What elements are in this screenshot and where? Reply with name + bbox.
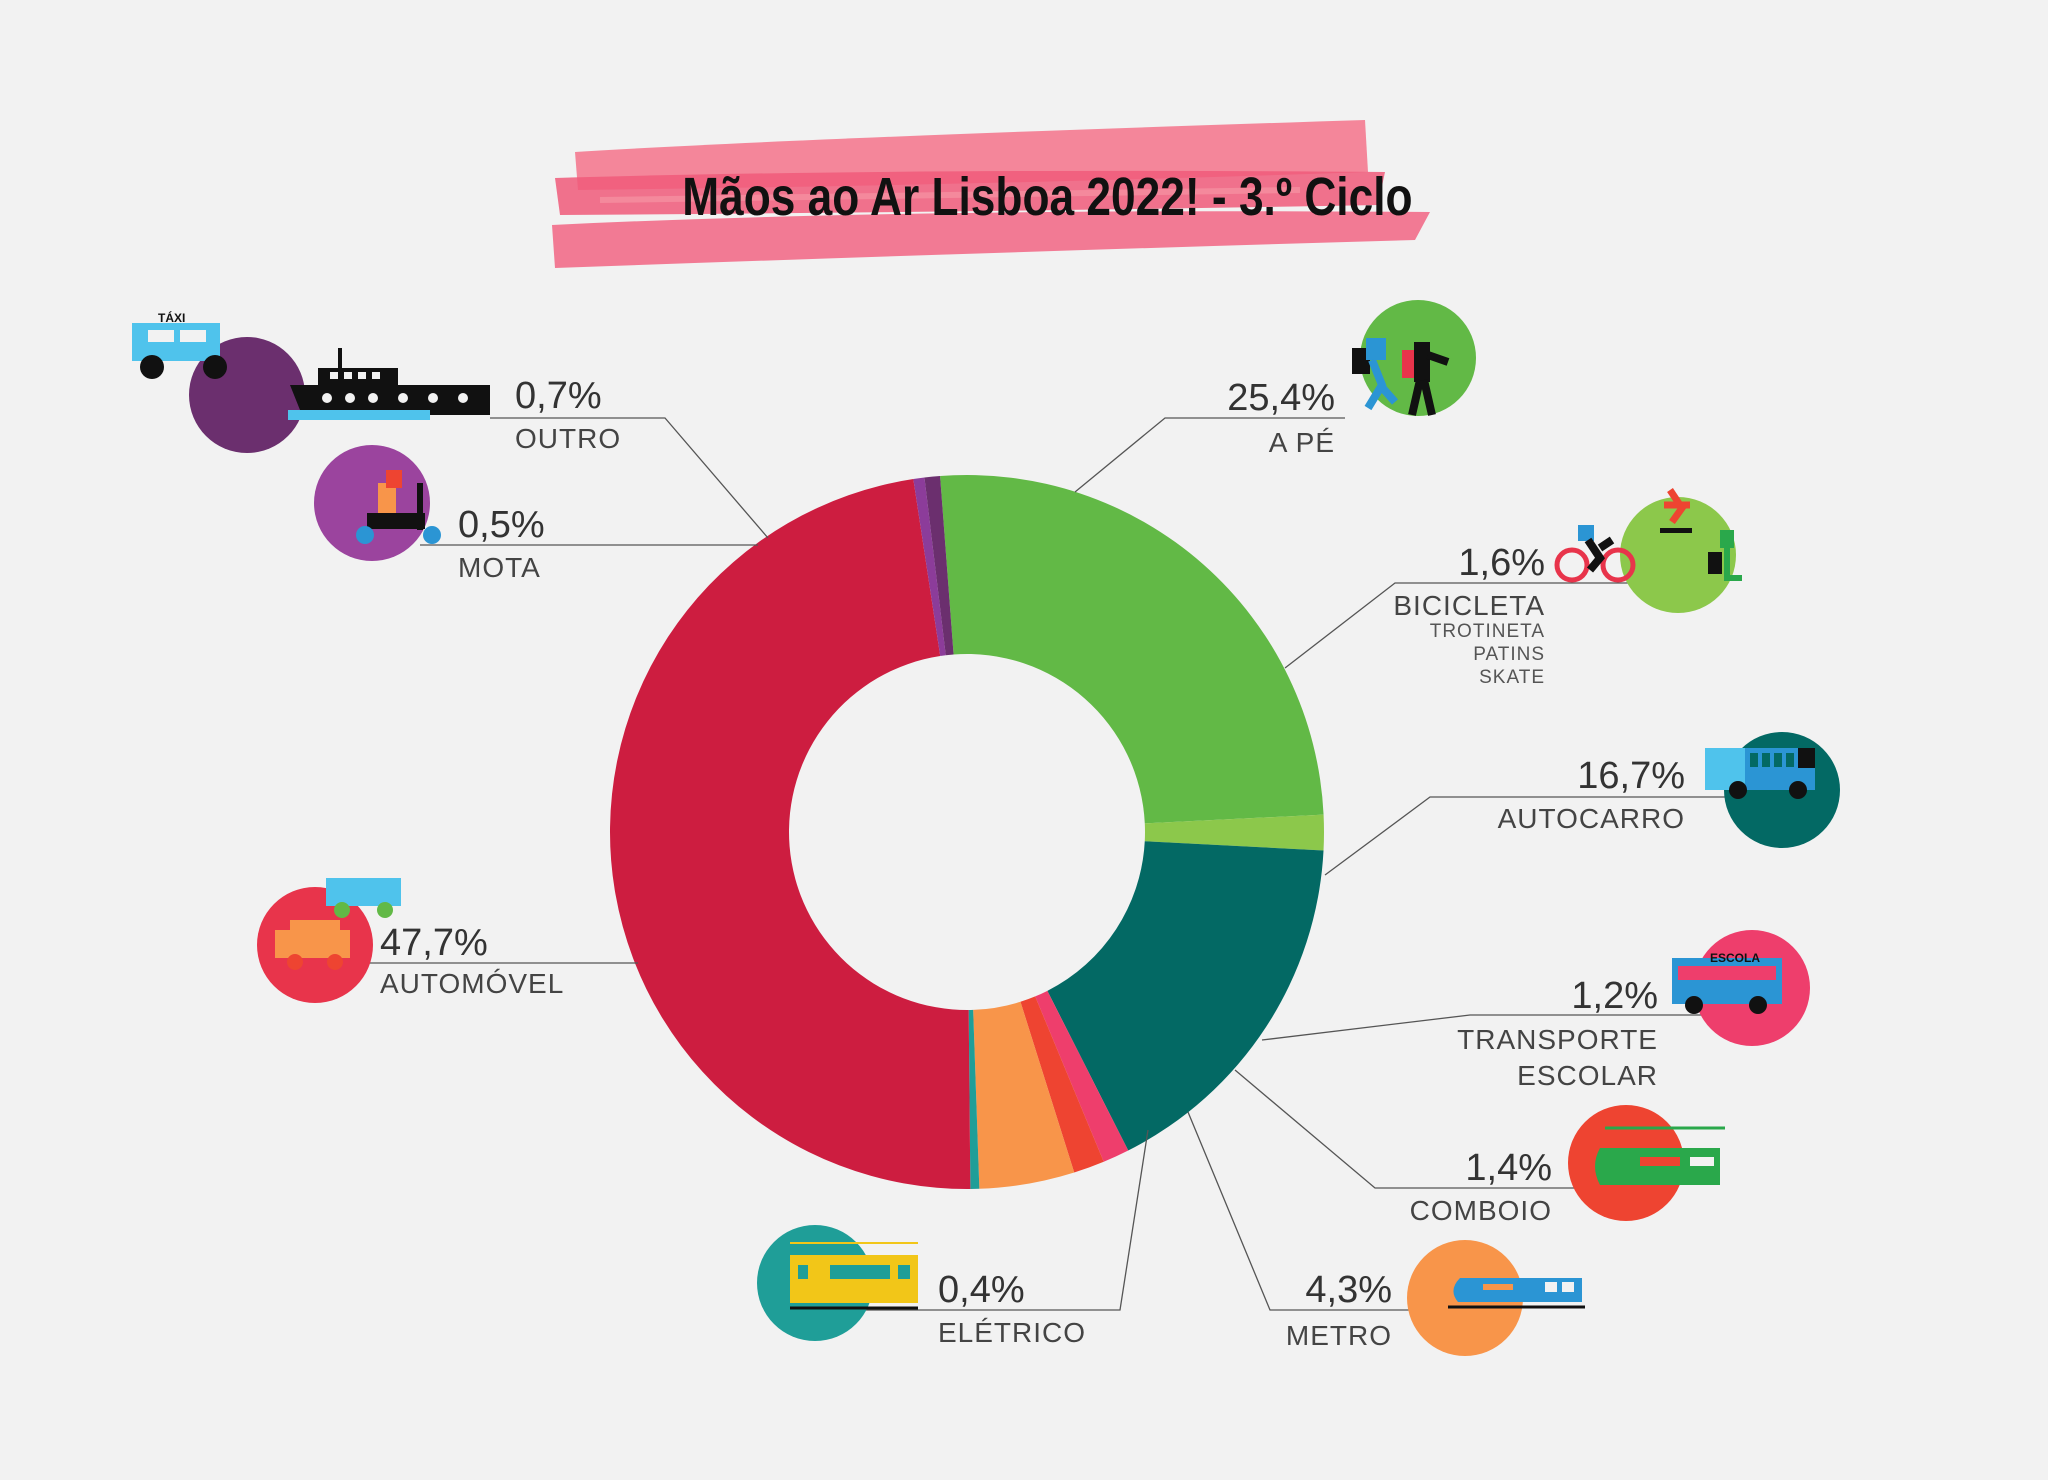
value-label-metro: 4,3% (1305, 1269, 1392, 1311)
value-label-comboio: 1,4% (1465, 1147, 1552, 1189)
donut-slice-outro (924, 476, 954, 656)
value-label-outro: 0,7% (515, 375, 602, 417)
scooter-icon (314, 445, 441, 561)
school-bus-icon: ESCOLA (1672, 930, 1810, 1046)
category-label-transporte: TRANSPORTE (1457, 1024, 1658, 1055)
leader-eletrico (865, 1129, 1149, 1311)
donut-slice-bicicleta (1144, 814, 1325, 851)
donut-slice-comboio (1020, 996, 1104, 1173)
chart-title: Mãos ao Ar Lisboa 2022! - 3.º Ciclo (682, 167, 1412, 227)
taxi-boat-icon: TÁXI (132, 310, 490, 453)
donut-slice-mota (913, 477, 946, 657)
car-icon (257, 878, 401, 1003)
metro-icon (1407, 1240, 1585, 1356)
bus-icon (1705, 732, 1840, 848)
category-label-outro: OUTRO (515, 423, 621, 454)
value-label-automovel: 47,7% (380, 922, 488, 964)
title-banner: Mãos ao Ar Lisboa 2022! - 3.º Ciclo (552, 120, 1430, 268)
leader-a-pe (1074, 417, 1345, 493)
donut-slice-a-p- (940, 475, 1324, 824)
category-label-mota: MOTA (458, 552, 541, 583)
value-label-transporte-escolar: 1,2% (1571, 975, 1658, 1017)
leader-transporte (1261, 1014, 1715, 1041)
leader-lines (352, 417, 1725, 1311)
value-label-bicicleta: 1,6% (1458, 542, 1545, 584)
category-label-comboio: COMBOIO (1410, 1195, 1552, 1226)
value-label-a-pe: 25,4% (1227, 377, 1335, 419)
leader-outro (490, 417, 769, 539)
taxi-sign: TÁXI (158, 310, 185, 325)
donut-slices (610, 475, 1325, 1189)
bike-skate-scooter-icon (1554, 488, 1742, 613)
category-label-a-pe: A PÉ (1269, 427, 1335, 458)
category-label-autocarro: AUTOCARRO (1498, 803, 1685, 834)
sublabel-patins: PATINS (1473, 644, 1545, 665)
donut-slice-metro (973, 1001, 1075, 1189)
tram-icon (757, 1225, 918, 1341)
value-label-eletrico: 0,4% (938, 1269, 1025, 1311)
donut-slice-autocarro (1047, 841, 1324, 1151)
leader-bicicleta (1284, 582, 1630, 669)
walking-icon (1352, 300, 1476, 416)
category-label-metro: METRO (1286, 1320, 1392, 1351)
leader-comboio (1234, 1069, 1585, 1189)
slice-labels: 25,4% A PÉ 1,6% BICICLETA TROTINETA PATI… (380, 375, 1685, 1351)
school-bus-sign: ESCOLA (1710, 951, 1760, 965)
sublabel-skate: SKATE (1479, 667, 1545, 688)
value-label-autocarro: 16,7% (1577, 755, 1685, 797)
category-label-eletrico: ELÉTRICO (938, 1317, 1086, 1348)
category-label-bicicleta: BICICLETA (1393, 590, 1545, 621)
sublabel-trotineta: TROTINETA (1430, 621, 1545, 642)
category-label-escolar: ESCOLAR (1517, 1060, 1658, 1091)
donut-slice-transporte-escolar (1035, 990, 1129, 1162)
category-label-automovel: AUTOMÓVEL (380, 968, 564, 999)
leader-autocarro (1324, 796, 1725, 876)
value-label-mota: 0,5% (458, 504, 545, 546)
donut-slice-autom-vel (610, 479, 971, 1189)
train-icon (1568, 1105, 1725, 1221)
leader-metro (1187, 1111, 1470, 1311)
donut-slice-el-trico (968, 1009, 980, 1189)
